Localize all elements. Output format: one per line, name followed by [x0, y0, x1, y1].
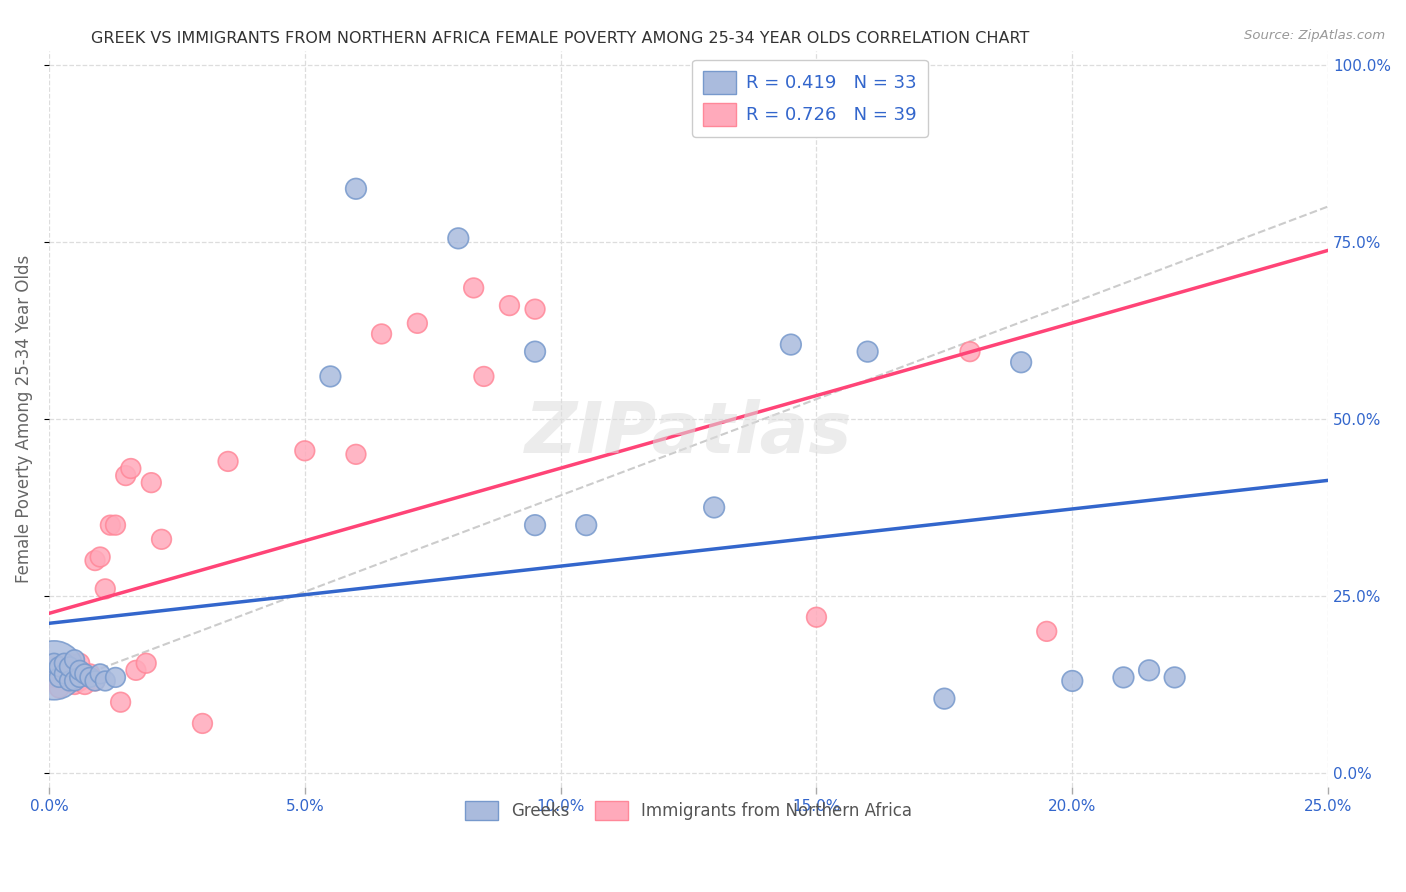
Text: GREEK VS IMMIGRANTS FROM NORTHERN AFRICA FEMALE POVERTY AMONG 25-34 YEAR OLDS CO: GREEK VS IMMIGRANTS FROM NORTHERN AFRICA…: [91, 31, 1029, 46]
Point: [48, 660, 70, 674]
Point: [53, 666, 76, 681]
Point: [79, 666, 101, 681]
Point: [73, 666, 96, 681]
Point: [141, 475, 163, 490]
Point: [110, 695, 132, 709]
Point: [524, 518, 547, 533]
Point: [472, 369, 495, 384]
Point: [58, 673, 80, 688]
Point: [780, 337, 803, 351]
Point: [406, 316, 429, 330]
Point: [48, 663, 70, 677]
Text: ZIPatlas: ZIPatlas: [524, 399, 852, 468]
Point: [48, 681, 70, 695]
Point: [100, 518, 122, 533]
Point: [89, 666, 111, 681]
Point: [104, 670, 127, 684]
Point: [344, 182, 367, 196]
Point: [575, 518, 598, 533]
Point: [89, 549, 111, 564]
Point: [42, 660, 65, 674]
Point: [42, 657, 65, 671]
Point: [856, 344, 879, 359]
Point: [84, 673, 107, 688]
Legend: Greeks, Immigrants from Northern Africa: Greeks, Immigrants from Northern Africa: [458, 794, 920, 827]
Point: [319, 369, 342, 384]
Point: [135, 657, 157, 671]
Point: [1137, 663, 1160, 677]
Point: [1163, 670, 1185, 684]
Point: [344, 447, 367, 461]
Point: [58, 657, 80, 671]
Point: [58, 660, 80, 674]
Point: [1010, 355, 1032, 369]
Point: [1062, 673, 1084, 688]
Point: [58, 673, 80, 688]
Point: [63, 663, 86, 677]
Point: [94, 582, 117, 596]
Point: [42, 670, 65, 684]
Point: [806, 610, 828, 624]
Point: [69, 673, 91, 688]
Point: [69, 663, 91, 677]
Point: [524, 302, 547, 317]
Point: [79, 670, 101, 684]
Point: [53, 666, 76, 681]
Point: [1112, 670, 1135, 684]
Point: [120, 461, 142, 475]
Text: Source: ZipAtlas.com: Source: ZipAtlas.com: [1244, 29, 1385, 42]
Point: [524, 344, 547, 359]
Point: [114, 468, 136, 483]
Point: [934, 691, 956, 706]
Point: [63, 673, 86, 688]
Point: [703, 500, 725, 515]
Point: [447, 231, 470, 245]
Point: [84, 673, 107, 688]
Point: [94, 673, 117, 688]
Point: [84, 553, 107, 567]
Point: [150, 533, 173, 547]
Point: [959, 344, 981, 359]
Point: [125, 663, 148, 677]
Point: [104, 518, 127, 533]
Point: [53, 657, 76, 671]
Point: [69, 657, 91, 671]
Point: [48, 670, 70, 684]
Point: [191, 716, 214, 731]
Point: [294, 443, 316, 458]
Point: [63, 653, 86, 667]
Point: [42, 663, 65, 677]
Point: [217, 454, 239, 468]
Point: [1035, 624, 1057, 639]
Point: [498, 299, 520, 313]
Point: [73, 677, 96, 691]
Point: [463, 281, 485, 295]
Point: [370, 326, 392, 341]
Point: [63, 677, 86, 691]
Point: [69, 670, 91, 684]
Y-axis label: Female Poverty Among 25-34 Year Olds: Female Poverty Among 25-34 Year Olds: [15, 255, 32, 583]
